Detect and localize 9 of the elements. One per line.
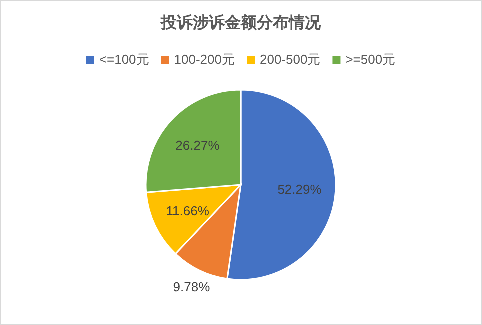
- legend-label: <=100元: [99, 52, 150, 67]
- legend-label: 200-500元: [260, 52, 321, 67]
- legend-label: 100-200元: [174, 52, 235, 67]
- data-label: 52.29%: [278, 182, 322, 198]
- legend-label: >=500元: [346, 52, 396, 67]
- data-label: 9.78%: [173, 280, 211, 295]
- chart-title: 投诉涉诉金额分布情况: [160, 14, 322, 32]
- data-label: 26.27%: [176, 138, 220, 154]
- data-label: 11.66%: [166, 203, 210, 218]
